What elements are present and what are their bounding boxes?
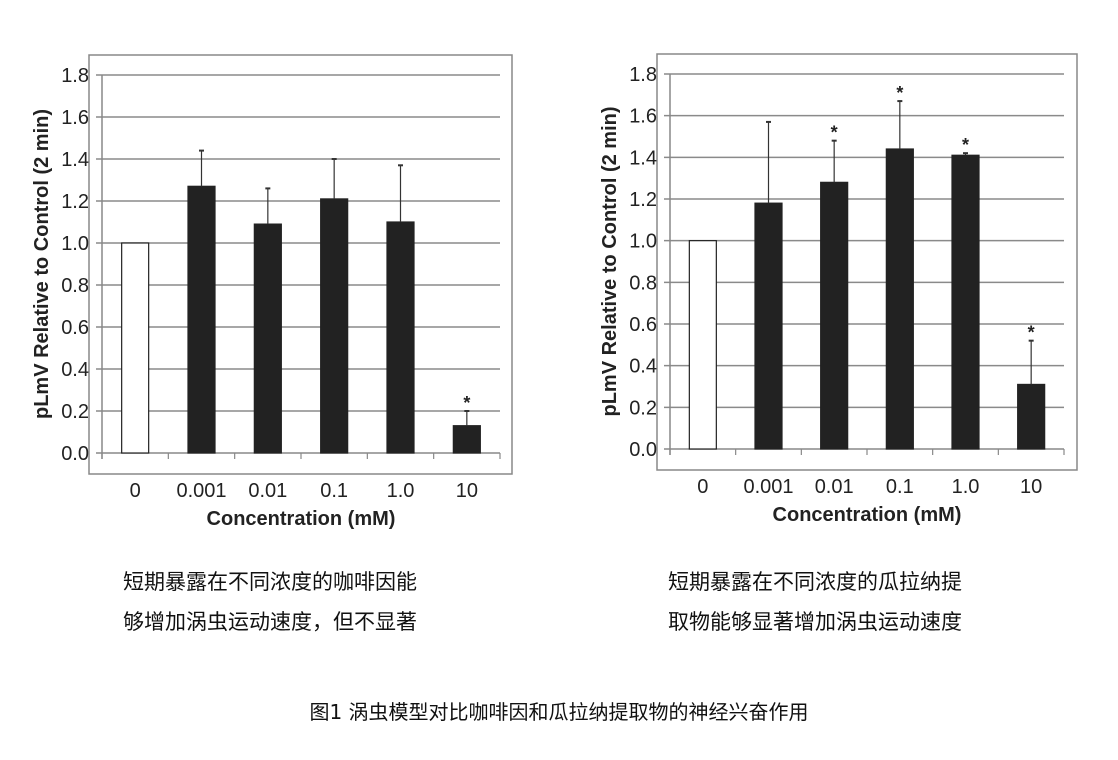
chart-2-y-tick-label: 1.0 (629, 231, 657, 253)
chart-2-y-tick-label: 1.2 (629, 189, 657, 211)
chart-2-y-tick-label: 0.8 (629, 272, 657, 294)
chart-1-y-tick-label: 1.2 (61, 191, 89, 213)
right-caption: 短期暴露在不同浓度的瓜拉纳提 取物能够显著增加涡虫运动速度 (668, 562, 962, 642)
figure-caption: 图1 涡虫模型对比咖啡因和瓜拉纳提取物的神经兴奋作用 (309, 700, 809, 724)
chart-1-y-tick-label: 1.8 (61, 65, 89, 87)
chart-1-bar-0 (121, 242, 150, 454)
chart-1-significance-marker: * (463, 393, 470, 413)
chart-2-y-tick-label: 1.4 (629, 147, 657, 169)
chart-1-x-tick-label: 0.1 (320, 480, 348, 502)
chart-1-y-tick-label: 1.4 (61, 149, 89, 171)
chart-2-x-tick-label: 10 (1020, 476, 1042, 498)
right-caption-line-1: 短期暴露在不同浓度的瓜拉纳提 (668, 570, 962, 594)
chart-1-bar-1.0 (386, 221, 415, 454)
chart-2-x-tick-label: 0.1 (886, 476, 914, 498)
chart-2-bar-0.01 (820, 181, 849, 450)
chart-1-bar-0.01 (253, 223, 282, 454)
chart-1-x-tick-label: 1.0 (387, 480, 415, 502)
chart-1-x-tick-label: 0.01 (248, 480, 287, 502)
chart-1-y-tick-label: 0.2 (61, 401, 89, 423)
chart-2-x-tick-label: 0.001 (743, 476, 793, 498)
left-caption-line-2: 够增加涡虫运动速度，但不显著 (123, 610, 417, 634)
chart-2-significance-marker: * (896, 83, 903, 103)
chart-2-y-tick-label: 0.4 (629, 356, 657, 378)
chart-2-y-tick-label: 1.8 (629, 64, 657, 86)
chart-1-y-tick-label: 0.4 (61, 359, 89, 381)
chart-1-y-axis-label: pLmV Relative to Control (2 min) (31, 109, 53, 419)
chart-1-x-tick-label: 10 (456, 480, 478, 502)
chart-1-y-tick-label: 1.6 (61, 107, 89, 129)
chart-1-frame (88, 54, 513, 475)
chart-2-y-tick-label: 1.6 (629, 106, 657, 128)
chart-2-x-tick-label: 0.01 (815, 476, 854, 498)
chart-1-y-tick-label: 0.8 (61, 275, 89, 297)
left-caption: 短期暴露在不同浓度的咖啡因能 够增加涡虫运动速度，但不显著 (123, 562, 417, 642)
chart-1-x-tick-label: 0 (130, 480, 141, 502)
chart-1-bar-0.001 (187, 185, 216, 454)
chart-2-significance-marker: * (831, 123, 838, 143)
chart-2-x-tick-label: 0 (697, 476, 708, 498)
chart-1-y-tick-label: 1.0 (61, 233, 89, 255)
chart-2-bar-0.1 (885, 148, 914, 450)
chart-1-x-tick-label: 0.001 (176, 480, 226, 502)
chart-2-frame (656, 53, 1078, 471)
chart-2-bar-0.001 (754, 202, 783, 450)
chart-2-y-tick-label: 0.6 (629, 314, 657, 336)
chart-1-bar-0.1 (320, 198, 349, 454)
chart-2-significance-marker: * (962, 135, 969, 155)
chart-2-x-tick-label: 1.0 (952, 476, 980, 498)
chart-2-bar-0 (688, 240, 717, 450)
chart-2-bar-10 (1017, 383, 1046, 450)
chart-2-y-axis-label: pLmV Relative to Control (2 min) (599, 106, 621, 416)
chart-2-y-tick-label: 0.2 (629, 397, 657, 419)
chart-1-y-tick-label: 0.6 (61, 317, 89, 339)
chart-1-bar-10 (452, 425, 481, 454)
chart-2-significance-marker: * (1028, 323, 1035, 343)
chart-2-x-axis-label: Concentration (mM) (773, 504, 962, 526)
chart-2-bar-1.0 (951, 154, 980, 450)
chart-1-x-axis-label: Concentration (mM) (207, 508, 396, 530)
chart-2-y-tick-label: 0.0 (629, 439, 657, 461)
right-caption-line-2: 取物能够显著增加涡虫运动速度 (668, 610, 962, 634)
chart-1-y-tick-label: 0.0 (61, 443, 89, 465)
left-caption-line-1: 短期暴露在不同浓度的咖啡因能 (123, 570, 417, 594)
